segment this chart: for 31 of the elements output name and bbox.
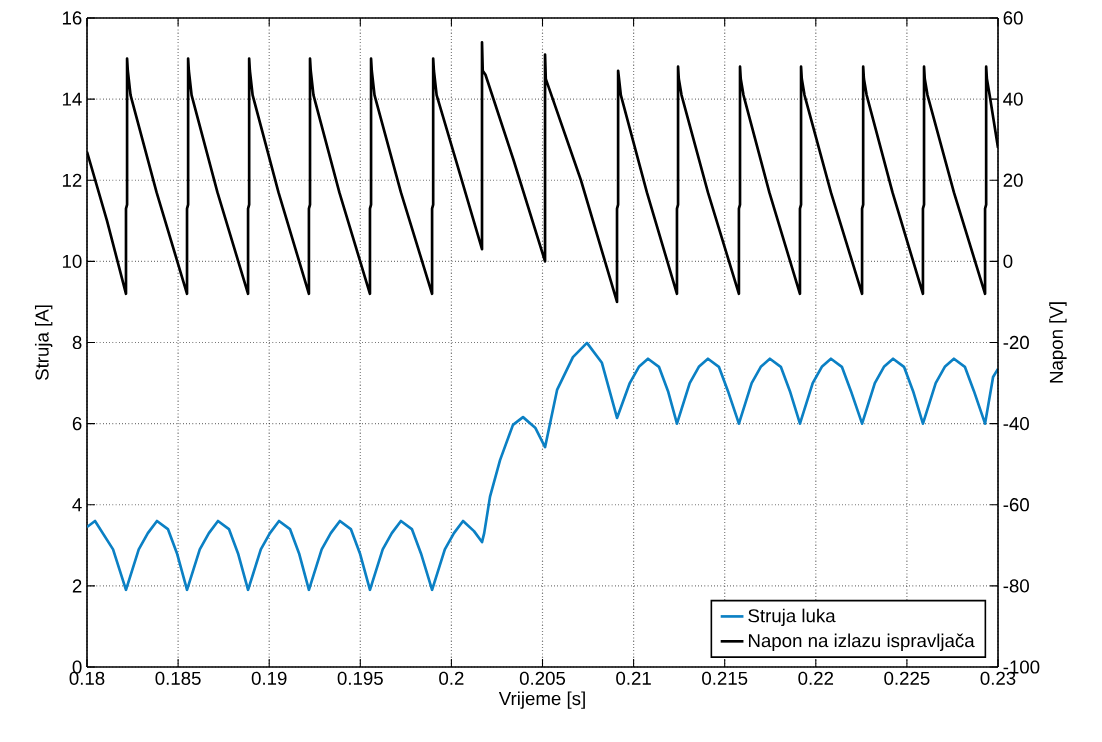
- y-tick-label: 10: [62, 254, 82, 268]
- y2-tick-label: 40: [1003, 92, 1023, 106]
- x-tick-label: 0.19: [251, 671, 287, 685]
- y2-tick-label: -20: [1003, 335, 1029, 350]
- x-tick-label: 0.195: [337, 671, 383, 685]
- y-tick-label: 2: [72, 579, 82, 593]
- line-series: [87, 341, 999, 592]
- x-tick-label: 0.21: [616, 671, 651, 685]
- x-tick-label: 0.185: [155, 671, 201, 685]
- y-axis-title: Struja [A]: [34, 305, 53, 381]
- x-tick-label: 0.22: [798, 671, 834, 685]
- legend-label: Struja luka: [748, 608, 836, 627]
- y-tick-label: 4: [72, 498, 82, 512]
- y2-tick-label: 60: [1003, 11, 1023, 25]
- y-tick-label: 8: [72, 335, 82, 350]
- x-tick-label: 0.2: [439, 671, 464, 685]
- x-tick-label: 0.205: [519, 671, 566, 685]
- x-tick-label: 0.215: [702, 671, 748, 685]
- x-axis-title: Vrijeme [s]: [498, 691, 585, 709]
- x-tick-label: 0.225: [884, 671, 930, 685]
- y2-tick-label: -80: [1003, 579, 1029, 593]
- y-tick-label: 16: [62, 11, 82, 25]
- y2-tick-label: 0: [1003, 254, 1013, 268]
- legend-label: Napon na izlazu ispravljača: [748, 633, 975, 651]
- y-tick-label: 12: [62, 173, 82, 187]
- y2-tick-label: -60: [1003, 498, 1029, 512]
- y2-axis-title: Napon [V]: [1049, 302, 1067, 383]
- y-tick-label: 14: [62, 92, 82, 106]
- y2-tick-label: 20: [1003, 173, 1023, 187]
- y2-tick-label: -40: [1003, 417, 1029, 431]
- y-tick-label: 6: [72, 417, 82, 431]
